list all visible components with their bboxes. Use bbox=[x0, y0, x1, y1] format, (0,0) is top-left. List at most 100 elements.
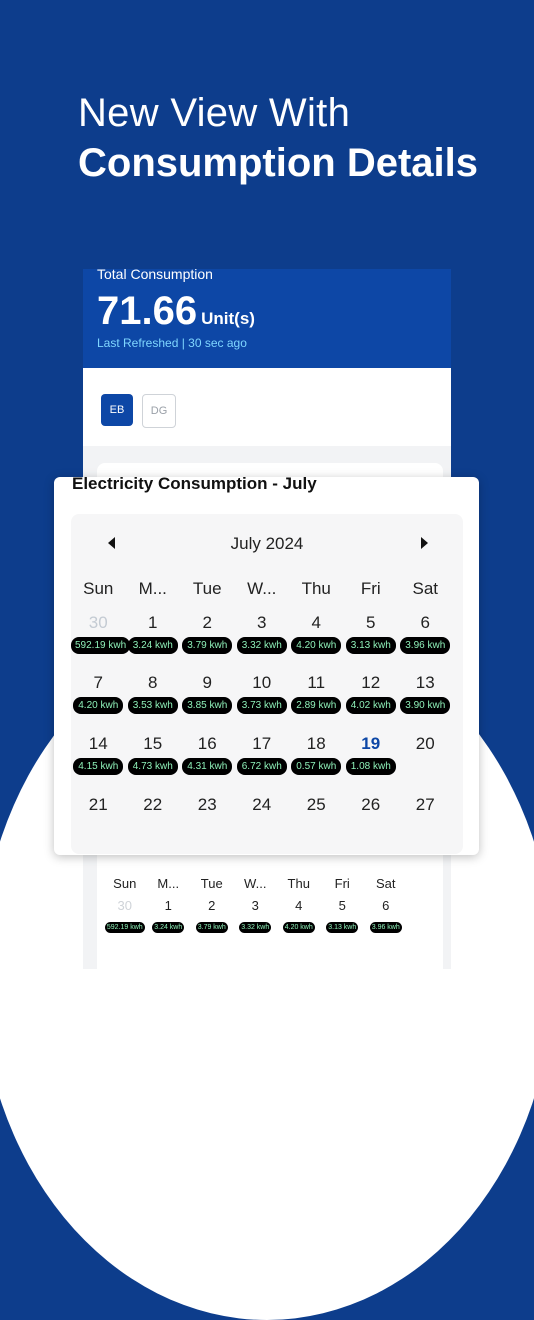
calendar-day[interactable]: 14 4.15 kwh bbox=[71, 723, 126, 784]
kwh-badge: 3.32 kwh bbox=[239, 922, 272, 933]
day-number: 21 bbox=[88, 795, 108, 814]
dg-button[interactable]: DG bbox=[142, 394, 176, 428]
kwh-badge: 3.96 kwh bbox=[369, 922, 402, 933]
day-number: 29 bbox=[126, 854, 181, 855]
calendar-day[interactable]: 18 0.57 kwh bbox=[289, 723, 344, 784]
weekday-label: M... bbox=[138, 579, 167, 598]
calendar-day[interactable]: 22 bbox=[126, 784, 181, 845]
calendar-day[interactable]: 6 3.96 kwh bbox=[398, 601, 453, 662]
day-number: 16 bbox=[197, 734, 217, 753]
day-number: 1 bbox=[164, 898, 172, 913]
back-calendar-week: 30 592.19 kwh 1 3.24 kwh 2 3.79 kwh 3 3.32 kwh 4… bbox=[103, 896, 413, 934]
calendar-day[interactable]: 3 3.32 kwh bbox=[235, 601, 290, 662]
day-number: 8 bbox=[148, 673, 158, 692]
last-refreshed: Last Refreshed | 30 sec ago bbox=[97, 336, 247, 350]
calendar-day[interactable]: 26 bbox=[344, 784, 399, 845]
calendar-day[interactable]: 13 3.90 kwh bbox=[398, 662, 453, 723]
weekday-label: W... bbox=[244, 876, 267, 891]
kwh-badge: 592.19 kwh bbox=[71, 637, 131, 654]
calendar-day[interactable]: 21 bbox=[71, 784, 126, 845]
day-number: 28 bbox=[71, 854, 126, 855]
day-number: 30 bbox=[88, 613, 108, 632]
calendar-day[interactable]: 1 3.24 kwh bbox=[126, 601, 181, 662]
headline-line-1: New View With bbox=[78, 91, 351, 135]
kwh-badge: 3.24 kwh bbox=[152, 922, 185, 933]
calendar-day[interactable]: 29 bbox=[126, 845, 181, 855]
day-number: 5 bbox=[366, 613, 376, 632]
calendar-day[interactable]: 17 6.72 kwh bbox=[235, 723, 290, 784]
month-label: July 2024 bbox=[230, 534, 304, 553]
day-number: 26 bbox=[361, 795, 381, 814]
day-number: 23 bbox=[197, 795, 217, 814]
eb-button[interactable]: EB bbox=[101, 394, 133, 426]
calendar-day[interactable]: 10 3.73 kwh bbox=[235, 662, 290, 723]
calendar-day[interactable]: 31 bbox=[235, 845, 290, 855]
weekday-label: Sun bbox=[83, 579, 114, 598]
calendar-day[interactable]: 24 bbox=[235, 784, 290, 845]
calendar-day[interactable]: 5 3.13 kwh bbox=[321, 896, 365, 934]
calendar-day[interactable]: 5 3.13 kwh bbox=[344, 601, 399, 662]
prev-month-icon[interactable] bbox=[108, 537, 115, 549]
weekday-label: Thu bbox=[301, 579, 331, 598]
kwh-badge: 4.20 kwh bbox=[282, 922, 315, 933]
calendar-day[interactable]: 12 4.02 kwh bbox=[344, 662, 399, 723]
calendar-day[interactable]: 2 bbox=[344, 845, 399, 855]
day-number: 18 bbox=[306, 734, 326, 753]
calendar-grid: Sun M... Tue W... Thu Fri Sat 30 592.19 kwh 1 3.24… bbox=[71, 577, 463, 855]
kwh-badge: 3.32 kwh bbox=[236, 637, 287, 654]
next-month-icon[interactable] bbox=[421, 537, 428, 549]
kwh-badge: 3.73 kwh bbox=[236, 697, 287, 714]
kwh-badge: 3.53 kwh bbox=[127, 697, 178, 714]
weekday-label: M... bbox=[157, 876, 180, 891]
calendar-day[interactable]: 11 2.89 kwh bbox=[289, 662, 344, 723]
kwh-badge: 4.02 kwh bbox=[345, 697, 396, 714]
day-number: 19 bbox=[361, 734, 381, 753]
day-number: 27 bbox=[415, 795, 435, 814]
calendar-week: 14 4.15 kwh 15 4.73 kwh 16 4.31 kwh 17 6.72 kwh… bbox=[71, 723, 463, 784]
calendar-day[interactable]: 4 4.20 kwh bbox=[277, 896, 321, 934]
calendar-title: Electricity Consumption - July bbox=[72, 477, 317, 493]
day-number: 25 bbox=[306, 795, 326, 814]
calendar-day[interactable]: 19 1.08 kwh bbox=[344, 723, 399, 784]
calendar-week: 21 22 23 24 25 26 27 bbox=[71, 784, 463, 845]
calendar-day[interactable]: 28 bbox=[71, 845, 126, 855]
calendar-day[interactable]: 9 3.85 kwh bbox=[180, 662, 235, 723]
calendar-day[interactable]: 30 592.19 kwh bbox=[71, 601, 131, 662]
kwh-badge: 4.31 kwh bbox=[182, 758, 233, 775]
calendar-day[interactable]: 3 3.32 kwh bbox=[234, 896, 278, 934]
kwh-badge: 4.20 kwh bbox=[291, 637, 342, 654]
day-number: 15 bbox=[143, 734, 163, 753]
weekday-label: Sun bbox=[113, 876, 137, 891]
day-number: 9 bbox=[202, 673, 212, 692]
calendar-day[interactable]: 16 4.31 kwh bbox=[180, 723, 235, 784]
calendar-day[interactable]: 20 bbox=[398, 723, 453, 784]
day-number: 30 bbox=[117, 898, 132, 913]
calendar-day[interactable]: 7 4.20 kwh bbox=[71, 662, 126, 723]
weekday-label: Sat bbox=[412, 579, 439, 598]
day-number: 20 bbox=[415, 734, 435, 753]
calendar-day[interactable]: 27 bbox=[398, 784, 453, 845]
day-number: 3 bbox=[251, 898, 259, 913]
kwh-badge: 592.19 kwh bbox=[104, 922, 145, 933]
calendar-card: Electricity Consumption - July July 2024… bbox=[54, 477, 479, 855]
calendar-day[interactable]: 1 bbox=[289, 845, 344, 855]
calendar-day[interactable]: 2 3.79 kwh bbox=[190, 896, 234, 934]
calendar-day[interactable]: 30 bbox=[180, 845, 235, 855]
calendar-day[interactable]: 15 4.73 kwh bbox=[126, 723, 181, 784]
day-number: 24 bbox=[252, 795, 272, 814]
calendar-day[interactable]: 4 4.20 kwh bbox=[289, 601, 344, 662]
total-consumption-value: 71.66 Unit(s) bbox=[97, 289, 255, 334]
day-number: 17 bbox=[252, 734, 272, 753]
kwh-badge: 4.15 kwh bbox=[73, 758, 124, 775]
total-consumption-label: Total Consumption bbox=[97, 269, 213, 282]
calendar-day[interactable]: 8 3.53 kwh bbox=[126, 662, 181, 723]
calendar-day[interactable]: 25 bbox=[289, 784, 344, 845]
kwh-badge: 3.90 kwh bbox=[400, 697, 451, 714]
calendar-day[interactable]: 2 3.79 kwh bbox=[180, 601, 235, 662]
calendar-day[interactable]: 6 3.96 kwh bbox=[364, 896, 408, 934]
calendar-day[interactable]: 1 3.24 kwh bbox=[147, 896, 191, 934]
weekday-label: Tue bbox=[192, 579, 222, 598]
calendar-day[interactable]: 23 bbox=[180, 784, 235, 845]
calendar-day[interactable]: 3 bbox=[398, 845, 453, 855]
calendar-day[interactable]: 30 592.19 kwh bbox=[103, 896, 147, 934]
